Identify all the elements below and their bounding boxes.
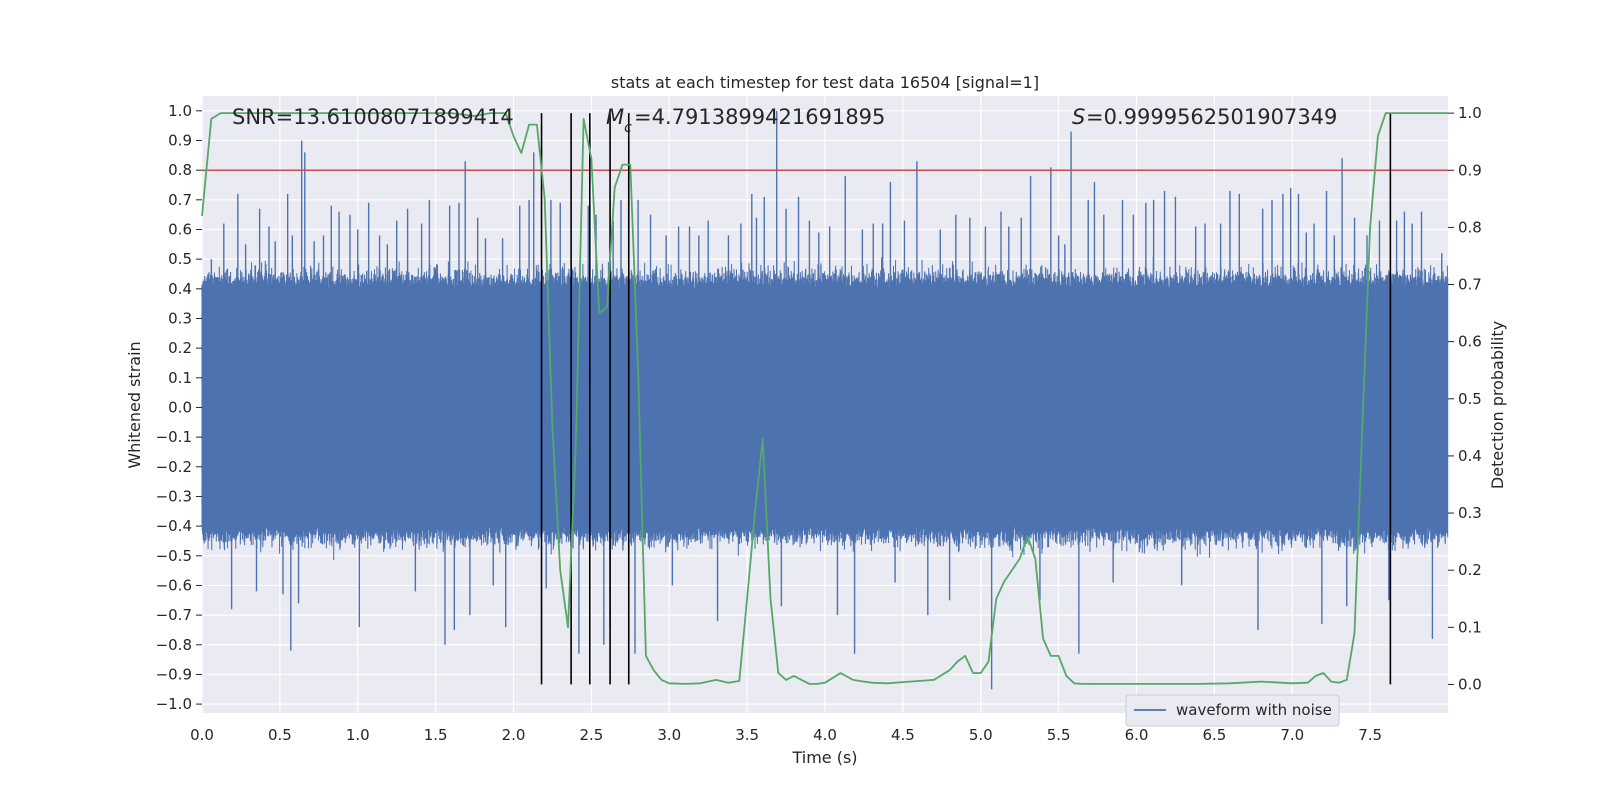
x-axis-label: Time (s): [791, 748, 857, 767]
y-tick-label: −0.9: [156, 665, 192, 683]
y2-tick-label: 0.2: [1458, 561, 1482, 579]
y2-tick-label: 0.8: [1458, 218, 1482, 236]
waveform-noise-body: [201, 256, 1449, 560]
y-tick-label: 0.3: [168, 309, 192, 327]
mc-text: =4.7913899421691895: [634, 105, 885, 129]
x-tick-label: 3.0: [657, 726, 681, 744]
y-tick-label: −0.8: [156, 636, 192, 654]
y2-tick-label: 0.6: [1458, 333, 1482, 351]
y-tick-label: −1.0: [156, 695, 192, 713]
x-tick-label: 6.5: [1202, 726, 1226, 744]
y2-tick-label: 0.9: [1458, 161, 1482, 179]
annotation-s: S =0.9999562501907349: [1072, 105, 1337, 129]
y-tick-label: 0.5: [168, 250, 192, 268]
y-tick-label: 0.7: [168, 191, 192, 209]
x-tick-label: 7.0: [1280, 726, 1304, 744]
x-tick-label: 1.5: [424, 726, 448, 744]
y2-tick-label: 0.1: [1458, 618, 1482, 636]
x-tick-label: 1.0: [346, 726, 370, 744]
y-tick-label: 0.1: [168, 369, 192, 387]
y-tick-label: 0.9: [168, 131, 192, 149]
y-tick-label: −0.2: [156, 458, 192, 476]
y-tick-label: −0.5: [156, 547, 192, 565]
y2-tick-label: 0.0: [1458, 675, 1482, 693]
x-tick-label: 5.0: [969, 726, 993, 744]
detection-probability-line: [201, 112, 1448, 685]
x-tick-label: 0.5: [268, 726, 292, 744]
y-tick-label: −0.1: [156, 428, 192, 446]
axis-ticks: 0.0 0.5 1.0 1.5 2.0 2.5 3.0 3.5 4.0 4.5 5.0 5.5 6.0 6…: [156, 102, 1482, 744]
y-tick-label: 0.4: [168, 280, 192, 298]
legend-label: waveform with noise: [1176, 701, 1332, 719]
y-tick-label: 0.6: [168, 220, 192, 238]
y-tick-label: −0.4: [156, 517, 192, 535]
x-tick-label: 4.0: [813, 726, 837, 744]
x-tick-label: 2.5: [579, 726, 603, 744]
y-tick-label: 1.0: [168, 102, 192, 120]
legend: waveform with noise: [1125, 694, 1340, 727]
x-tick-label: 7.5: [1358, 726, 1382, 744]
x-tick-label: 5.5: [1047, 726, 1071, 744]
x-tick-label: 6.0: [1125, 726, 1149, 744]
s-text: =0.9999562501907349: [1086, 105, 1337, 129]
y-tick-label: −0.6: [156, 576, 192, 594]
y-tick-label: −0.3: [156, 487, 192, 505]
y2-tick-label: 1.0: [1458, 104, 1482, 122]
y2-tick-label: 0.7: [1458, 276, 1482, 294]
chart-title: stats at each timestep for test data 165…: [611, 73, 1039, 92]
legend-box: [1125, 694, 1340, 727]
y2-tick-label: 0.4: [1458, 447, 1482, 465]
plot-content: [201, 110, 1449, 690]
y2-tick-label: 0.3: [1458, 504, 1482, 522]
y-tick-label: 0.8: [168, 161, 192, 179]
y-tick-label: −0.7: [156, 606, 192, 624]
s-symbol: S: [1072, 105, 1085, 129]
x-tick-label: 3.5: [735, 726, 759, 744]
y2-axis-label: Detection probability: [1488, 321, 1507, 489]
x-tick-label: 2.0: [502, 726, 526, 744]
snr-text: SNR=13.61008071899414: [232, 105, 514, 129]
y2-tick-label: 0.5: [1458, 390, 1482, 408]
x-tick-label: 4.5: [891, 726, 915, 744]
annotation-chirp-mass: Mc =4.7913899421691895: [606, 105, 885, 136]
annotation-snr: SNR=13.61008071899414: [232, 105, 514, 129]
y-tick-label: 0.2: [168, 339, 192, 357]
x-tick-label: 0.0: [190, 726, 214, 744]
y-tick-label: 0.0: [168, 398, 192, 416]
y-axis-label: Whitened strain: [125, 341, 144, 468]
